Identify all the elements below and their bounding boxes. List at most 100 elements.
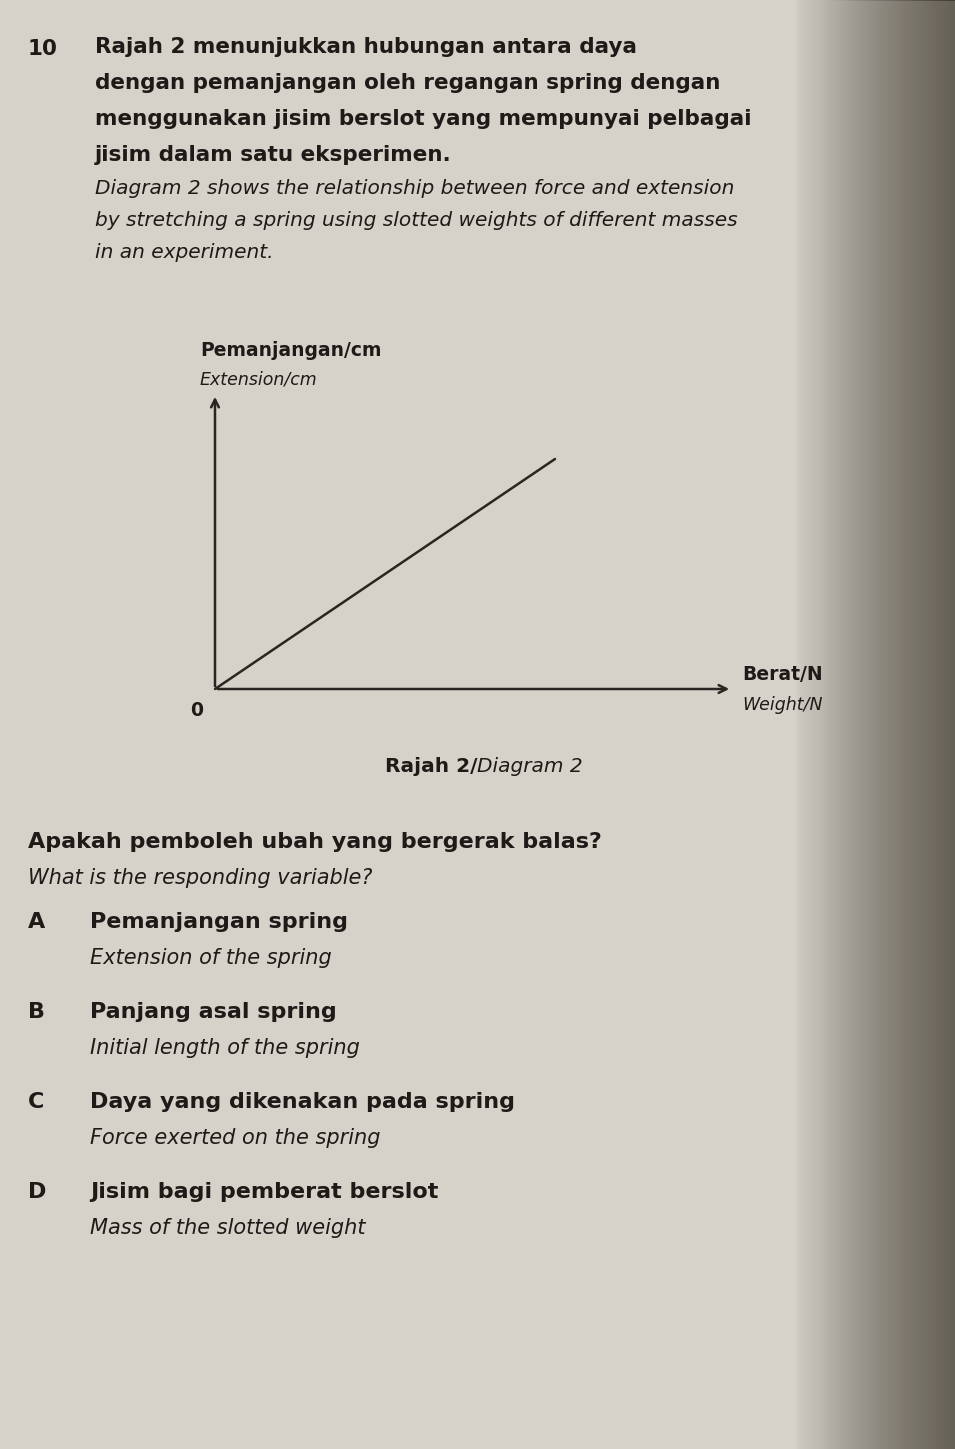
Bar: [915, 0, 955, 1449]
Bar: [902, 0, 955, 1449]
Bar: [825, 0, 955, 1449]
Text: 0: 0: [190, 701, 203, 720]
Bar: [805, 0, 955, 1449]
Bar: [848, 0, 955, 1449]
Bar: [864, 0, 955, 1449]
Bar: [809, 0, 955, 1449]
Bar: [884, 0, 955, 1449]
Bar: [803, 0, 955, 1449]
Text: Extension/cm: Extension/cm: [200, 371, 318, 388]
Bar: [926, 0, 955, 1449]
Bar: [949, 0, 955, 1449]
Bar: [850, 0, 955, 1449]
Bar: [882, 0, 955, 1449]
Bar: [807, 0, 955, 1449]
Bar: [894, 0, 955, 1449]
Bar: [943, 0, 955, 1449]
Text: Jisim bagi pemberat berslot: Jisim bagi pemberat berslot: [90, 1182, 438, 1203]
Bar: [834, 0, 955, 1449]
Bar: [866, 0, 955, 1449]
Bar: [921, 0, 955, 1449]
Bar: [795, 0, 955, 1449]
Bar: [841, 0, 955, 1449]
Text: A: A: [28, 911, 45, 932]
Bar: [832, 0, 955, 1449]
Bar: [823, 0, 955, 1449]
Bar: [896, 0, 955, 1449]
Text: Apakah pemboleh ubah yang bergerak balas?: Apakah pemboleh ubah yang bergerak balas…: [28, 832, 602, 852]
Bar: [868, 0, 955, 1449]
Text: What is the responding variable?: What is the responding variable?: [28, 868, 372, 888]
Text: B: B: [28, 1003, 45, 1022]
Bar: [937, 0, 955, 1449]
Bar: [797, 0, 955, 1449]
Bar: [878, 0, 955, 1449]
Bar: [801, 0, 955, 1449]
Text: Rajah 2 menunjukkan hubungan antara daya: Rajah 2 menunjukkan hubungan antara daya: [95, 38, 637, 57]
Bar: [931, 0, 955, 1449]
Bar: [827, 0, 955, 1449]
Bar: [852, 0, 955, 1449]
Bar: [861, 0, 955, 1449]
Bar: [904, 0, 955, 1449]
Bar: [941, 0, 955, 1449]
Bar: [917, 0, 955, 1449]
Text: in an experiment.: in an experiment.: [95, 243, 273, 262]
Bar: [881, 0, 955, 1449]
Text: Rajah 2/: Rajah 2/: [385, 756, 477, 777]
Text: Daya yang dikenakan pada spring: Daya yang dikenakan pada spring: [90, 1093, 515, 1111]
Bar: [821, 0, 955, 1449]
Bar: [819, 0, 955, 1449]
Bar: [860, 0, 955, 1449]
Bar: [838, 0, 955, 1449]
Text: Pemanjangan spring: Pemanjangan spring: [90, 911, 348, 932]
Bar: [811, 0, 955, 1449]
Bar: [858, 0, 955, 1449]
Text: Weight/N: Weight/N: [742, 696, 822, 714]
Text: Diagram 2 shows the relationship between force and extension: Diagram 2 shows the relationship between…: [95, 180, 734, 199]
Bar: [919, 0, 955, 1449]
Text: dengan pemanjangan oleh regangan spring dengan: dengan pemanjangan oleh regangan spring …: [95, 72, 720, 93]
Bar: [910, 0, 955, 1449]
Bar: [886, 0, 955, 1449]
Bar: [836, 0, 955, 1449]
Text: Berat/N: Berat/N: [742, 665, 822, 684]
Bar: [928, 0, 955, 1449]
Text: 10: 10: [28, 39, 58, 59]
Text: Panjang asal spring: Panjang asal spring: [90, 1003, 337, 1022]
Text: Mass of the slotted weight: Mass of the slotted weight: [90, 1219, 366, 1237]
Bar: [872, 0, 955, 1449]
Bar: [933, 0, 955, 1449]
Bar: [912, 0, 955, 1449]
Bar: [947, 0, 955, 1449]
Text: Initial length of the spring: Initial length of the spring: [90, 1037, 360, 1058]
Text: Diagram 2: Diagram 2: [477, 756, 583, 777]
Bar: [944, 0, 955, 1449]
Bar: [939, 0, 955, 1449]
Bar: [843, 0, 955, 1449]
Bar: [908, 0, 955, 1449]
Bar: [816, 0, 955, 1449]
Bar: [924, 0, 955, 1449]
Bar: [935, 0, 955, 1449]
Bar: [870, 0, 955, 1449]
Bar: [854, 0, 955, 1449]
Bar: [876, 0, 955, 1449]
Text: by stretching a spring using slotted weights of different masses: by stretching a spring using slotted wei…: [95, 212, 737, 230]
Text: Extension of the spring: Extension of the spring: [90, 948, 331, 968]
Bar: [799, 0, 955, 1449]
Text: Pemanjangan/cm: Pemanjangan/cm: [200, 341, 381, 359]
Bar: [839, 0, 955, 1449]
Text: C: C: [28, 1093, 44, 1111]
Bar: [856, 0, 955, 1449]
Bar: [899, 0, 955, 1449]
Bar: [953, 0, 955, 1449]
Text: menggunakan jisim berslot yang mempunyai pelbagai: menggunakan jisim berslot yang mempunyai…: [95, 109, 752, 129]
Bar: [890, 0, 955, 1449]
Text: D: D: [28, 1182, 47, 1203]
Text: jisim dalam satu eksperimen.: jisim dalam satu eksperimen.: [95, 145, 452, 165]
Bar: [814, 0, 955, 1449]
Bar: [892, 0, 955, 1449]
Bar: [901, 0, 955, 1449]
Bar: [923, 0, 955, 1449]
